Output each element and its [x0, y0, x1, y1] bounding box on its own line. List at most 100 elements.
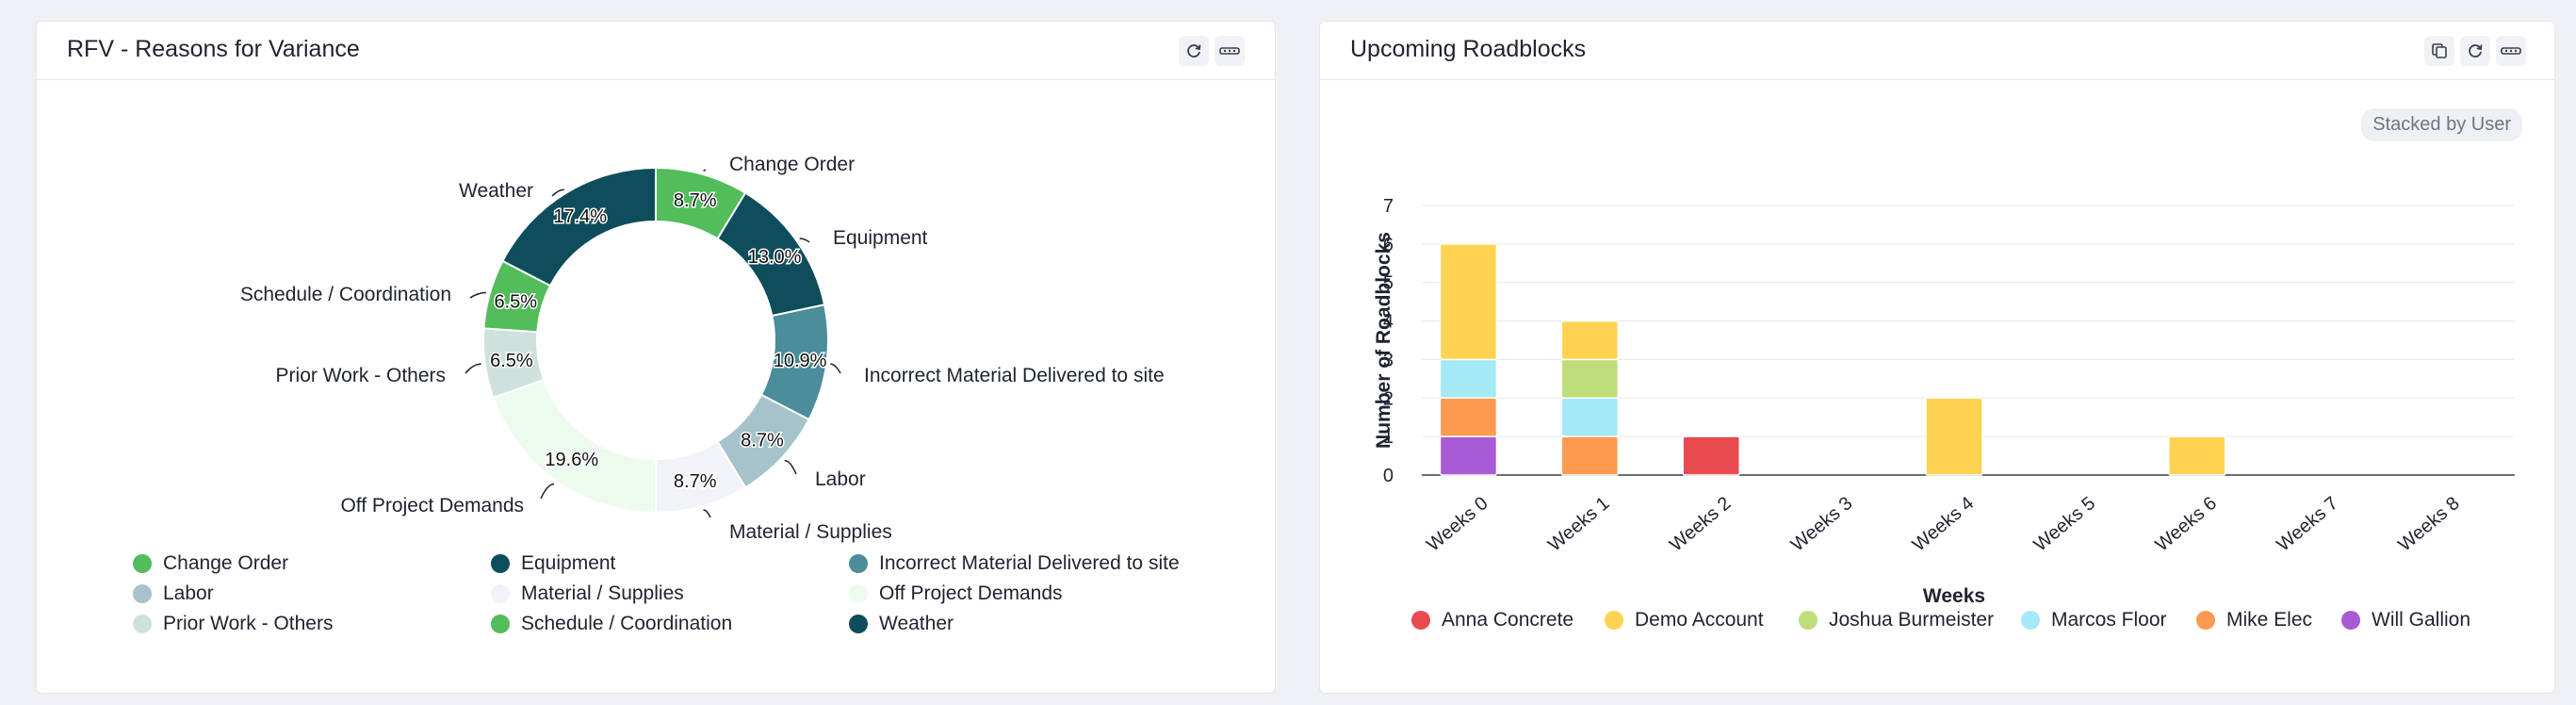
more-button[interactable]	[2496, 36, 2526, 66]
roadblocks-bar-chart: 0 1 2 3 4 5 6 7 Number of Roadblocks Weeks 0 Weeks…	[1373, 196, 2515, 607]
legend-item-marcos-floor[interactable]: Marcos Floor	[2021, 606, 2167, 634]
bar-segment-mike-elec[interactable]	[1439, 397, 1498, 437]
more-button[interactable]	[1215, 36, 1245, 66]
rfv-card-header: RFV - Reasons for Variance	[37, 22, 1275, 80]
legend-swatch	[1799, 611, 1818, 630]
stacked-by-user-pill[interactable]: Stacked by User	[2361, 108, 2522, 141]
bar-segment-joshua-burmeister[interactable]	[1560, 358, 1620, 400]
legend-label: Equipment	[521, 552, 616, 574]
donut-value-label: 8.7%	[674, 471, 717, 492]
legend-item-joshua-burmeister[interactable]: Joshua Burmeister	[1799, 606, 1994, 634]
legend-label: Mike Elec	[2226, 609, 2313, 631]
donut-leader-line	[784, 459, 797, 475]
legend-swatch	[133, 584, 152, 603]
legend-label: Off Project Demands	[879, 582, 1063, 604]
legend-item-anna-concrete[interactable]: Anna Concrete	[1411, 606, 1573, 634]
legend-swatch	[491, 615, 510, 633]
donut-category-label: Material / Supplies	[729, 521, 892, 543]
roadblocks-legend: Anna Concrete Demo Account Joshua Burmeist…	[1320, 606, 2556, 644]
legend-swatch	[2341, 611, 2360, 630]
y-tick-label: 2	[1383, 388, 1394, 409]
donut-leader-line	[703, 169, 707, 172]
donut-leader-line	[799, 238, 810, 243]
donut-value-label: 17.4%	[553, 206, 607, 227]
legend-label: Schedule / Coordination	[521, 613, 733, 634]
y-tick-label: 0	[1383, 466, 1394, 486]
refresh-button[interactable]	[1179, 36, 1209, 66]
legend-item-off-project-demands[interactable]: Off Project Demands	[849, 580, 1063, 608]
rfv-donut-chart: 8.7% Change Order 13.0% Equipment 10.9% Incor…	[240, 154, 1165, 543]
bar-segment-marcos-floor[interactable]	[1439, 358, 1498, 400]
bar-segment-demo-account[interactable]	[1560, 320, 1620, 361]
legend-label: Demo Account	[1635, 609, 1764, 631]
legend-label: Weather	[879, 613, 954, 634]
legend-item-labor[interactable]: Labor	[133, 580, 214, 608]
bar-segment-demo-account[interactable]	[1925, 397, 1983, 476]
legend-label: Material / Supplies	[521, 582, 684, 604]
donut-value-label: 6.5%	[494, 291, 537, 312]
legend-swatch	[2196, 611, 2215, 630]
bar-segment-demo-account[interactable]	[1439, 243, 1498, 361]
legend-label: Prior Work - Others	[163, 613, 334, 634]
legend-item-incorrect-material-delivered-to-site[interactable]: Incorrect Material Delivered to site	[849, 549, 1180, 578]
x-tick-label: Weeks 1	[1544, 493, 1613, 556]
legend-item-change-order[interactable]: Change Order	[133, 549, 288, 578]
donut-leader-line	[703, 509, 711, 518]
x-tick-label: Weeks 0	[1423, 493, 1492, 556]
legend-swatch	[2021, 611, 2040, 630]
donut-value-label: 19.6%	[545, 450, 598, 470]
roadblocks-card-title: Upcoming Roadblocks	[1350, 36, 1587, 62]
donut-value-label: 10.9%	[774, 351, 827, 371]
legend-swatch	[133, 615, 152, 633]
donut-leader-line	[540, 483, 555, 500]
bar-segment-mike-elec[interactable]	[1560, 435, 1620, 476]
legend-swatch	[849, 554, 868, 573]
y-tick-label: 6	[1383, 235, 1394, 255]
donut-category-label: Off Project Demands	[340, 495, 524, 516]
y-axis-label: Number of Roadblocks	[1373, 232, 1394, 449]
legend-label: Incorrect Material Delivered to site	[879, 552, 1180, 574]
more-icon	[1219, 47, 1240, 55]
x-tick-label: Weeks 7	[2273, 493, 2341, 556]
x-tick-label: Weeks 3	[1787, 493, 1856, 556]
donut-leader-line	[469, 291, 486, 299]
legend-item-schedule-coordination[interactable]: Schedule / Coordination	[491, 610, 732, 638]
legend-label: Anna Concrete	[1442, 609, 1574, 631]
rfv-card-title: RFV - Reasons for Variance	[67, 36, 360, 62]
donut-category-label: Weather	[459, 180, 533, 202]
roadblocks-card-header: Upcoming Roadblocks	[1320, 22, 2554, 80]
bar-segment-demo-account[interactable]	[2168, 435, 2226, 476]
x-tick-label: Weeks 5	[2030, 493, 2099, 556]
refresh-button[interactable]	[2460, 36, 2490, 66]
y-tick-label: 1	[1383, 427, 1394, 448]
legend-item-equipment[interactable]: Equipment	[491, 549, 615, 578]
donut-category-label: Incorrect Material Delivered to site	[864, 365, 1165, 386]
copy-button[interactable]	[2424, 36, 2454, 66]
bar-segment-will-gallion[interactable]	[1439, 435, 1498, 476]
refresh-icon	[2469, 44, 2483, 57]
donut-slice-weather[interactable]	[501, 166, 657, 287]
legend-item-will-gallion[interactable]: Will Gallion	[2341, 606, 2470, 634]
rfv-legend: Change Order Equipment Incorrect Material …	[133, 549, 1245, 644]
donut-value-label: 8.7%	[741, 430, 784, 451]
bar-segment-marcos-floor[interactable]	[1560, 397, 1620, 437]
legend-item-demo-account[interactable]: Demo Account	[1605, 606, 1764, 634]
donut-slice-off-project-demands[interactable]	[492, 378, 657, 515]
y-tick-label: 7	[1383, 196, 1394, 217]
legend-swatch	[133, 554, 152, 573]
legend-item-material-supplies[interactable]: Material / Supplies	[491, 580, 684, 608]
bar-segment-anna-concrete[interactable]	[1682, 435, 1740, 476]
donut-leader-line	[551, 189, 564, 197]
donut-value-label: 13.0%	[748, 247, 802, 268]
donut-leader-line	[465, 363, 481, 374]
x-tick-label: Weeks 4	[1909, 493, 1978, 556]
legend-label: Joshua Burmeister	[1829, 609, 1995, 631]
x-tick-label: Weeks 6	[2152, 493, 2221, 556]
legend-item-mike-elec[interactable]: Mike Elec	[2196, 606, 2312, 634]
x-tick-label: Weeks 8	[2394, 493, 2463, 556]
y-tick-label: 3	[1383, 350, 1394, 370]
donut-category-label: Labor	[815, 468, 866, 490]
legend-item-prior-work-others[interactable]: Prior Work - Others	[133, 610, 333, 638]
donut-category-label: Change Order	[729, 154, 855, 175]
legend-item-weather[interactable]: Weather	[849, 610, 954, 638]
